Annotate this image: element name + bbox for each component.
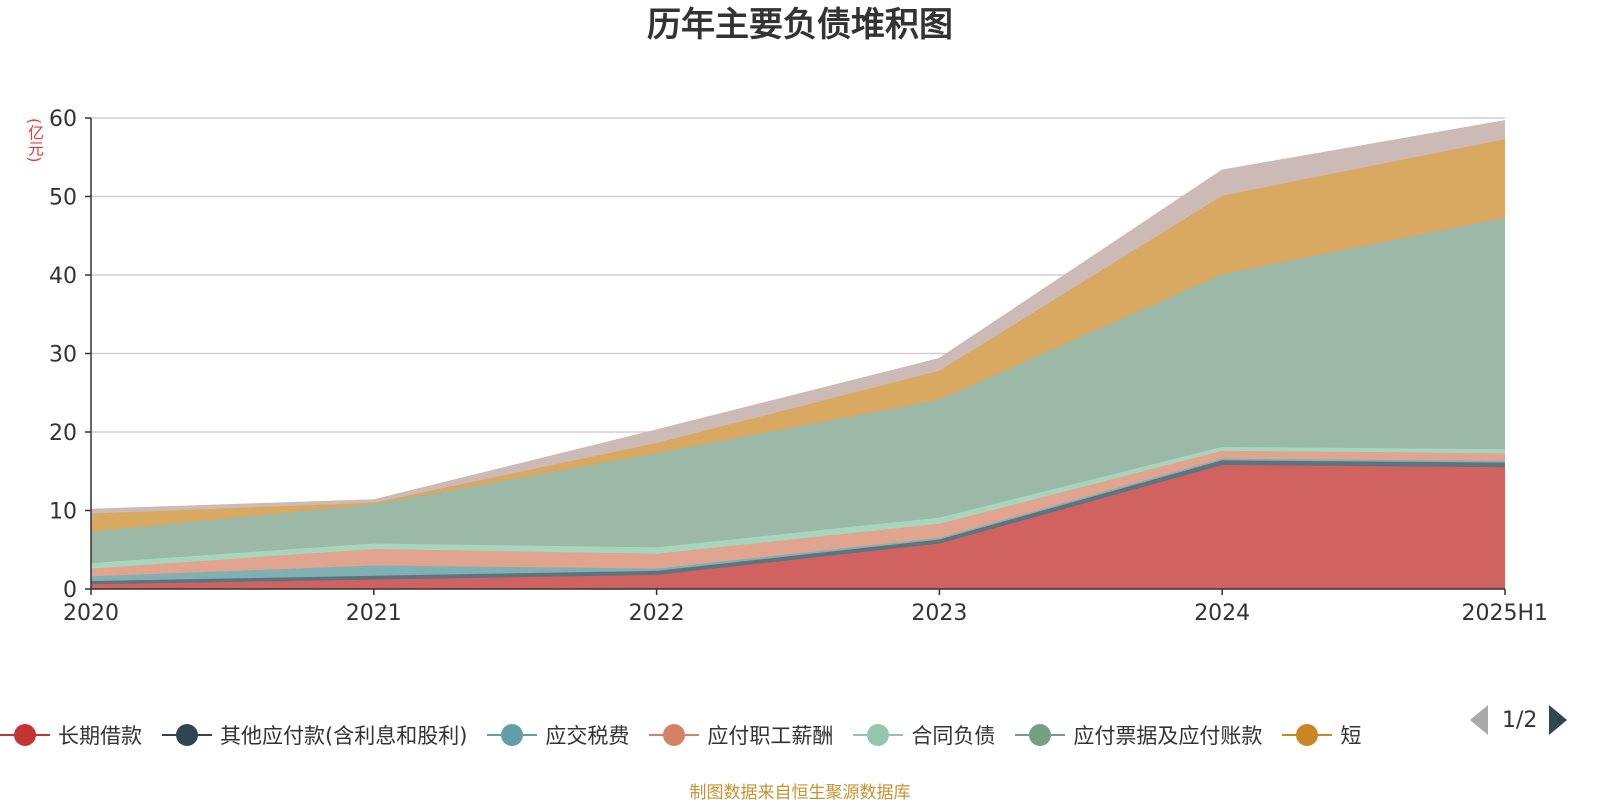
y-tick-label: 20 (49, 421, 77, 446)
series-area-6 (91, 217, 1505, 564)
legend-marker-icon (487, 723, 538, 747)
legend-marker-icon (1015, 723, 1066, 747)
data-source-note: 制图数据来自恒生聚源数据库 (689, 783, 911, 803)
legend-prev-icon[interactable] (1470, 705, 1488, 735)
x-tick-label: 2024 (1194, 601, 1250, 626)
legend-marker-icon (853, 723, 904, 747)
legend-item[interactable]: 其他应付款(含利息和股利) (162, 718, 467, 752)
series-area-8 (91, 121, 1505, 514)
y-tick-label: 50 (49, 186, 77, 211)
series-area-4 (91, 450, 1505, 577)
y-tick-label: 30 (49, 343, 77, 368)
series-area-1 (91, 465, 1505, 589)
chart-title: 历年主要负债堆积图 (647, 5, 953, 45)
y-tick-label: 40 (49, 264, 77, 289)
axes (85, 117, 1506, 595)
y-axis-unit: (亿元) (25, 118, 44, 163)
legend-marker-icon (649, 723, 700, 747)
legend-item[interactable]: 应交税费 (487, 718, 629, 752)
series-area-7 (91, 139, 1505, 532)
legend-label: 应付职工薪酬 (707, 724, 834, 748)
legend-item[interactable]: 短 (1282, 718, 1361, 752)
legend-marker-icon (162, 723, 212, 747)
series-area-5 (91, 446, 1505, 569)
legend-label: 长期借款 (58, 724, 142, 748)
x-tick-label: 2025H1 (1461, 601, 1548, 626)
y-tick-labels: 0 10 20 30 40 50 60 (49, 107, 77, 603)
legend-label: 合同负债 (911, 724, 996, 748)
y-tick-label: 60 (49, 107, 77, 132)
legend-pager: 1/2 (1470, 700, 1600, 740)
x-tick-label: 2021 (346, 601, 402, 626)
legend-label: 短 (1340, 724, 1362, 748)
x-tick-label: 2023 (911, 601, 967, 626)
series-line-8 (90, 120, 1506, 511)
legend-marker-icon (1282, 723, 1333, 747)
legend-label: 其他应付款(含利息和股利) (220, 724, 468, 748)
legend-item[interactable]: 合同负债 (853, 718, 995, 752)
legend-next-icon[interactable] (1549, 705, 1568, 735)
series-areas (90, 120, 1506, 589)
legend-marker-icon (0, 723, 50, 747)
legend-label: 应付票据及应付账款 (1073, 724, 1263, 748)
x-tick-label: 2022 (629, 601, 685, 626)
y-tick-label: 0 (63, 578, 77, 603)
legend-item[interactable]: 应付职工薪酬 (649, 718, 833, 752)
legend-label: 应交税费 (545, 724, 630, 748)
x-tick-labels: 2020 2021 2022 2023 2024 2025H1 (63, 601, 1548, 626)
legend-item[interactable]: 长期借款 (0, 718, 142, 752)
x-tick-label: 2020 (63, 601, 119, 626)
legend: 长期借款 其他应付款(含利息和股利) 应交税费 应付职工薪酬 合同负债 应付票据及应付账款… (0, 718, 1478, 752)
legend-page-indicator: 1/2 (1502, 707, 1538, 733)
y-tick-label: 10 (49, 500, 77, 525)
legend-item[interactable]: 应付票据及应付账款 (1015, 718, 1262, 752)
